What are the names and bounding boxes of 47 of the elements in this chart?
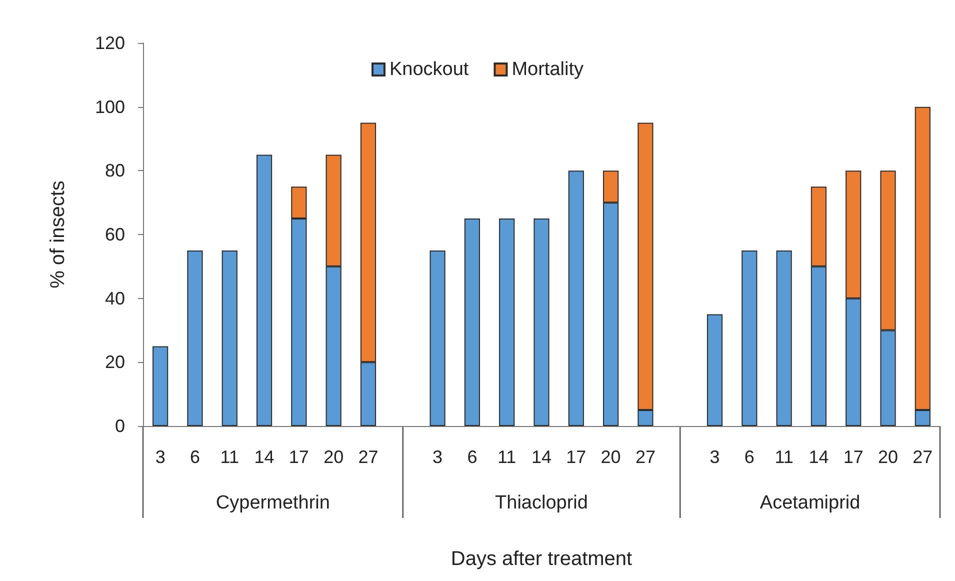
legend-label: Knockout [389,59,470,80]
x-tick-label: 27 [358,447,378,467]
y-tick-label: 100 [94,96,125,117]
bar [499,218,515,426]
x-tick-label: 17 [566,447,586,467]
bar [152,346,168,426]
bar [464,218,480,426]
y-tick-label: 120 [94,33,125,53]
x-tick-label: 6 [467,447,478,467]
x-axis-title: Days after treatment [450,548,633,570]
bar [430,250,446,426]
x-tick-label: 3 [710,447,720,467]
x-tick-label: 11 [774,447,794,467]
x-tick-label: 20 [600,447,621,467]
x-tick-label: 3 [432,447,443,467]
y-tick-label: 40 [104,288,125,308]
x-tick-label: 3 [155,447,166,467]
x-tick-label: 11 [220,447,239,467]
x-tick-label: 17 [288,447,309,467]
x-tick-label: 17 [843,447,864,467]
x-tick-label: 11 [498,447,516,467]
bar [222,250,238,426]
y-axis-title: % of insects [47,180,69,288]
text: Thiacloprid [495,492,588,514]
x-tick-label: 27 [912,447,933,467]
y-tick-label: 20 [104,352,125,372]
bar [776,250,792,426]
x-tick-label: 14 [531,447,552,467]
bar [568,170,584,426]
x-tick-label: 14 [254,447,274,467]
y-tick-label: 60 [104,224,125,244]
bar [256,154,272,426]
bar [187,250,203,426]
x-tick-label: 6 [190,447,200,467]
x-tick-label: 20 [878,447,898,467]
x-tick-label: 14 [808,447,829,467]
bar [534,218,550,426]
y-tick-label: 80 [104,160,125,181]
bar [706,314,723,426]
text: Cypermethrin [216,492,330,514]
x-tick-label: 6 [744,447,754,467]
bar [742,250,758,426]
x-tick-label: 27 [635,447,656,467]
y-tick-label: 0 [114,416,125,436]
text: Acetamiprid [760,492,860,514]
legend-label: Mortality [512,59,584,80]
x-tick-label: 20 [324,447,344,467]
